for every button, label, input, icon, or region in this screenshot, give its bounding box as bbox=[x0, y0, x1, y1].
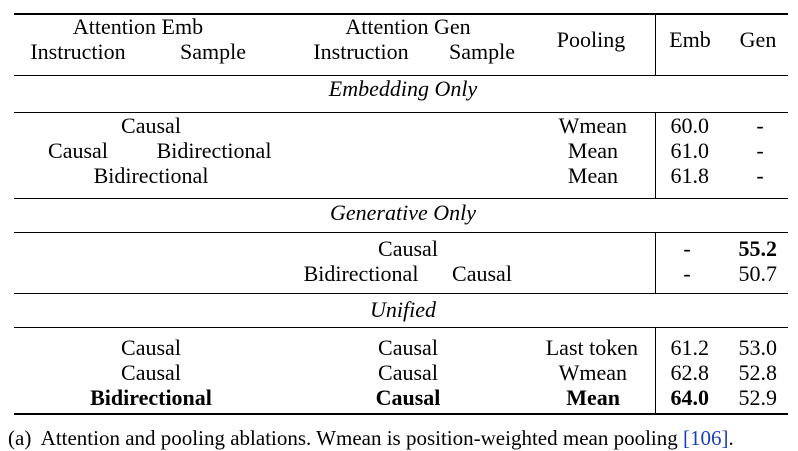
header-emb-sample: Sample bbox=[180, 39, 246, 64]
cell-gen-score: - bbox=[756, 113, 764, 138]
cell-pooling: Last token bbox=[545, 335, 638, 360]
cell-emb-score: 60.0 bbox=[670, 113, 710, 138]
caption-label: (a) bbox=[8, 426, 32, 450]
cell-pooling: Wmean bbox=[558, 360, 627, 385]
cell-gen-score: 50.7 bbox=[738, 261, 778, 286]
cell-emb-score: 61.2 bbox=[670, 335, 710, 360]
cell-emb-attention: Causal bbox=[121, 335, 181, 360]
embedding-only-rule bbox=[14, 112, 788, 113]
cell-emb-score: 61.0 bbox=[670, 138, 710, 163]
cell-pooling: Mean bbox=[567, 138, 618, 163]
top-rule bbox=[14, 13, 788, 15]
emb-column-divider bbox=[655, 328, 656, 413]
section-generative-only: Generative Only bbox=[330, 200, 476, 225]
cell-emb-score: 61.8 bbox=[670, 163, 710, 188]
cell-gen-score: 53.0 bbox=[738, 335, 778, 360]
cell-gen-score: - bbox=[756, 138, 764, 163]
header-attention-emb: Attention Emb bbox=[72, 14, 204, 39]
header-gen: Gen bbox=[739, 27, 777, 52]
cell-gen-attention: Causal bbox=[375, 385, 441, 410]
cell-emb-score: - bbox=[683, 236, 691, 261]
cell-pooling: Mean bbox=[567, 163, 618, 188]
cell-emb-instruction: Bidirectional bbox=[93, 163, 209, 188]
emb-column-divider bbox=[655, 233, 656, 293]
generative-only-rule bbox=[14, 232, 788, 233]
cell-gen-score: 52.9 bbox=[738, 385, 778, 410]
cell-pooling: Mean bbox=[566, 385, 620, 410]
header-gen-sample: Sample bbox=[449, 39, 515, 64]
embedding-only-end-rule bbox=[14, 198, 788, 199]
header-gen-instruction: Instruction bbox=[313, 39, 409, 64]
emb-column-divider bbox=[655, 113, 656, 198]
caption-end: . bbox=[728, 426, 734, 450]
table-caption: (a) Attention and pooling ablations. Wme… bbox=[8, 426, 734, 450]
header-emb: Emb bbox=[669, 27, 711, 52]
header-emb-instruction: Instruction bbox=[30, 39, 126, 64]
generative-only-end-rule bbox=[14, 293, 788, 294]
cell-gen-sample: Causal bbox=[452, 261, 512, 286]
cell-emb-score: 64.0 bbox=[670, 385, 710, 410]
section-unified: Unified bbox=[370, 297, 436, 322]
cell-emb-score: 62.8 bbox=[670, 360, 710, 385]
emb-column-divider bbox=[655, 15, 656, 75]
caption-text: Attention and pooling ablations. Wmean i… bbox=[40, 426, 684, 450]
header-rule bbox=[14, 75, 788, 76]
cell-emb-score: - bbox=[683, 261, 691, 286]
cell-emb-attention: Bidirectional bbox=[90, 385, 212, 410]
cell-gen-instruction: Bidirectional bbox=[303, 261, 419, 286]
cell-gen-score: 52.8 bbox=[738, 360, 778, 385]
cell-emb-instruction: Causal bbox=[48, 138, 108, 163]
cell-emb-instruction: Causal bbox=[121, 113, 181, 138]
cell-pooling: Wmean bbox=[558, 113, 627, 138]
cell-gen-attention: Causal bbox=[378, 360, 438, 385]
cell-gen-attention: Causal bbox=[378, 335, 438, 360]
section-embedding-only: Embedding Only bbox=[328, 76, 478, 101]
cell-emb-sample: Bidirectional bbox=[156, 138, 272, 163]
unified-rule bbox=[14, 327, 788, 328]
header-pooling: Pooling bbox=[556, 27, 626, 52]
header-attention-gen: Attention Gen bbox=[345, 14, 471, 39]
citation-link[interactable]: [106] bbox=[683, 426, 729, 450]
bottom-rule bbox=[14, 413, 788, 415]
cell-emb-attention: Causal bbox=[121, 360, 181, 385]
cell-gen-instruction: Causal bbox=[378, 236, 438, 261]
cell-gen-score: 55.2 bbox=[738, 236, 778, 261]
cell-gen-score: - bbox=[756, 163, 764, 188]
